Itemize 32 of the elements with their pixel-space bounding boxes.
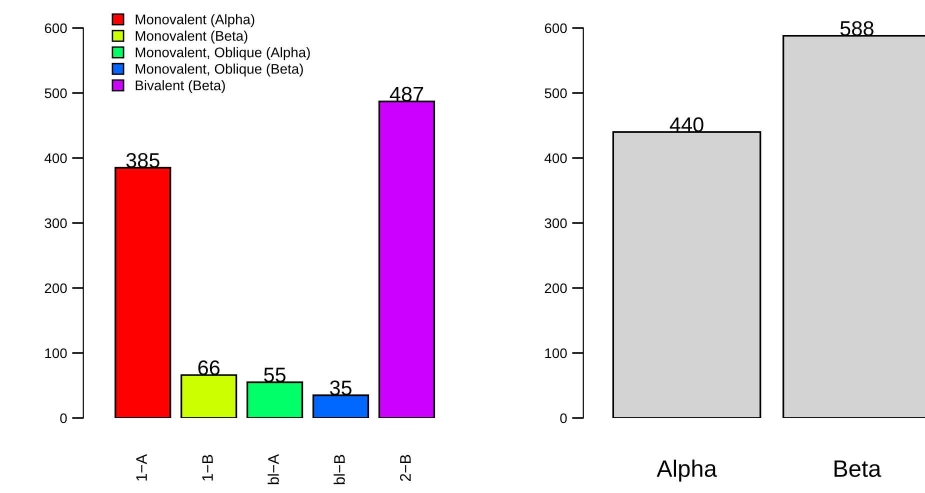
data-label: 55 [264,368,286,382]
x-tick-label: 1−A [136,454,147,481]
legend-label: Monovalent, Oblique (Beta) [136,64,303,77]
legend-label: Monovalent, Oblique (Alpha) [136,47,310,60]
y-tick-label: 400 [44,153,67,164]
x-tick-label: bl−B [334,454,345,484]
y-tick-label: 0 [560,413,567,424]
y-tick-label: 500 [44,88,67,98]
y-tick-label: 600 [44,23,67,34]
x-tick-label: 2−B [400,454,411,481]
x-tick-label: bl−A [268,454,279,484]
y-tick-label: 600 [544,23,567,34]
y-tick-label: 300 [544,218,567,228]
legend-label: Monovalent (Alpha) [136,14,254,28]
data-label: 35 [330,380,352,396]
y-tick-label: 400 [544,153,567,164]
y-tick-label: 200 [44,283,67,294]
x-tick-label: Beta [834,460,882,478]
y-tick-label: 100 [545,348,567,358]
legend-label: Monovalent (Beta) [136,30,248,44]
x-tick-label: 1−B [202,454,213,481]
y-tick-label: 100 [45,348,67,358]
data-label: 66 [198,360,220,376]
y-tick-label: 200 [544,283,567,294]
y-tick-label: 0 [60,413,67,424]
x-tick-label: Alpha [656,460,717,482]
y-tick-label: 500 [544,88,567,98]
legend-label: Bivalent (Beta) [136,80,225,94]
data-label: 385 [126,153,160,168]
data-label: 440 [670,117,704,132]
y-tick-label: 300 [44,218,67,228]
data-label: 487 [390,86,424,102]
